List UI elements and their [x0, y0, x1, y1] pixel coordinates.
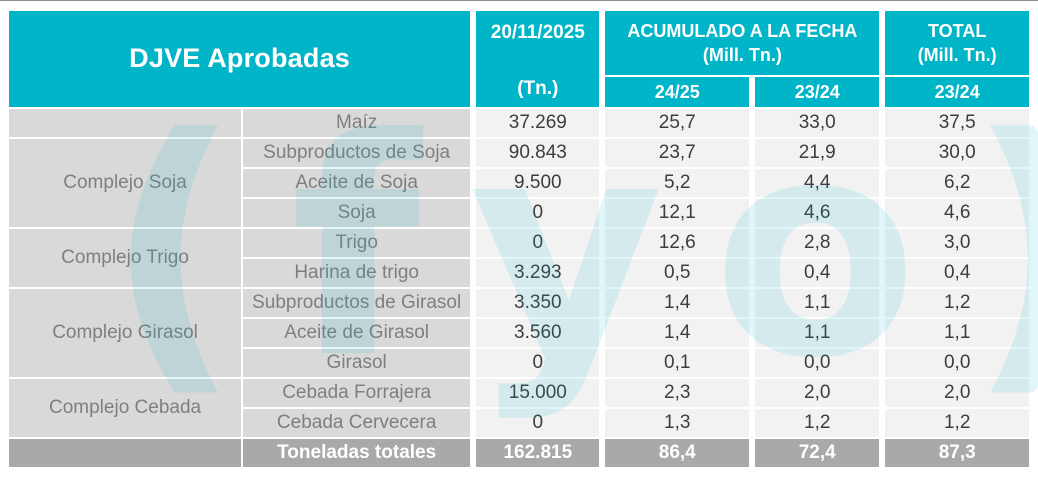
- value-cell-total: 1,2: [879, 407, 1031, 439]
- value-cell-2324: 2,8: [749, 227, 884, 259]
- value-cell-2425: 0,1: [599, 347, 754, 379]
- product-cell: Soja: [241, 197, 475, 229]
- djve-table-container: DJVE Aprobadas 20/11/2025 (Tn.) ACUMULAD…: [6, 8, 1031, 469]
- table-row: Cebada Cervecera 0 1,3 1,2 1,2: [8, 407, 1031, 439]
- group-cell: Complejo Soja: [6, 137, 244, 229]
- value-cell-2425: 0,5: [599, 257, 754, 289]
- product-cell: Aceite de Girasol: [241, 317, 475, 349]
- screenshot-top-border: [0, 0, 1038, 1]
- product-cell: Subproductos de Soja: [241, 137, 475, 169]
- product-cell: Trigo: [241, 227, 475, 259]
- value-cell-2324: 2,0: [749, 377, 884, 409]
- table-row: Harina de trigo 3.293 0,5 0,4 0,4: [8, 257, 1031, 289]
- date-header-value: 20/11/2025: [490, 22, 585, 43]
- totals-value-2425: 86,4: [599, 437, 754, 469]
- value-cell-2324: 33,0: [749, 107, 884, 139]
- table-row: Aceite de Soja 9.500 5,2 4,4 6,2: [8, 167, 1031, 199]
- totals-empty-cell: [6, 437, 244, 469]
- table-row: Maíz 37.269 25,7 33,0 37,5: [6, 107, 1031, 139]
- table-row: Soja 0 12,1 4,6 4,6: [8, 197, 1031, 229]
- group-cell: Complejo Cebada: [6, 377, 244, 439]
- value-cell-total: 1,2: [879, 287, 1031, 319]
- djve-table: DJVE Aprobadas 20/11/2025 (Tn.) ACUMULAD…: [6, 8, 1031, 469]
- value-cell-tn: 37.269: [470, 107, 604, 139]
- table-row: Complejo Soja Subproductos de Soja 90.84…: [6, 137, 1031, 229]
- product-cell: Cebada Forrajera: [241, 377, 475, 409]
- totals-value-tn: 162.815: [470, 437, 604, 469]
- value-cell-tn: 15.000: [470, 377, 604, 409]
- date-header-unit: (Tn.): [517, 78, 559, 100]
- totals-value-total: 87,3: [879, 437, 1031, 469]
- table-row: Aceite de Girasol 3.560 1,4 1,1 1,1: [8, 317, 1031, 349]
- date-header-stack: 20/11/2025 (Tn.): [479, 12, 599, 106]
- value-cell-tn: 3.350: [470, 287, 604, 319]
- value-cell-total: 6,2: [879, 167, 1031, 199]
- group-cell: [6, 107, 244, 139]
- accumulated-header-cell: ACUMULADO A LA FECHA (Mill. Tn.): [599, 8, 884, 78]
- table-row: Complejo Trigo Trigo 0 12,6 2,8 3,0: [6, 227, 1031, 289]
- value-cell-tn: 9.500: [470, 167, 604, 199]
- table-title: DJVE Aprobadas: [6, 9, 475, 109]
- value-cell-2425: 1,4: [599, 317, 754, 349]
- product-cell: Maíz: [241, 107, 475, 139]
- product-cell: Girasol: [241, 347, 475, 379]
- value-cell-2425: 1,3: [599, 407, 754, 439]
- group-cell: Complejo Girasol: [6, 287, 244, 379]
- value-cell-total: 37,5: [879, 107, 1031, 139]
- product-cell: Subproductos de Girasol: [241, 287, 475, 319]
- totals-value-2324: 72,4: [749, 437, 884, 469]
- value-cell-2425: 23,7: [599, 137, 754, 169]
- value-cell-2324: 4,4: [749, 167, 884, 199]
- value-cell-2425: 12,6: [599, 227, 754, 259]
- table-row: Complejo Cebada Cebada Forrajera 15.000 …: [6, 377, 1031, 439]
- value-cell-tn: 3.293: [470, 257, 604, 289]
- product-cell: Cebada Cervecera: [241, 407, 475, 439]
- product-cell: Aceite de Soja: [241, 167, 475, 199]
- value-cell-2425: 2,3: [599, 377, 754, 409]
- value-cell-total: 0,0: [879, 347, 1031, 379]
- season-header-23-24: 23/24: [749, 75, 884, 109]
- value-cell-2324: 1,2: [749, 407, 884, 439]
- value-cell-2425: 25,7: [599, 107, 754, 139]
- group-cell: Complejo Trigo: [6, 227, 244, 289]
- value-cell-tn: 3.560: [470, 317, 604, 349]
- header-row-seasons: 24/25 23/24 23/24: [8, 75, 1031, 109]
- value-cell-tn: 90.843: [470, 137, 604, 169]
- value-cell-total: 3,0: [879, 227, 1031, 259]
- total-season-header: 23/24: [879, 75, 1031, 109]
- value-cell-2425: 5,2: [599, 167, 754, 199]
- table-row: Complejo Girasol Subproductos de Girasol…: [6, 287, 1031, 379]
- total-header-title: TOTAL: [928, 20, 987, 41]
- product-cell: Harina de trigo: [241, 257, 475, 289]
- value-cell-total: 4,6: [879, 197, 1031, 229]
- totals-label-cell: Toneladas totales: [241, 437, 475, 469]
- value-cell-total: 2,0: [879, 377, 1031, 409]
- value-cell-2324: 0,4: [749, 257, 884, 289]
- value-cell-2324: 0,0: [749, 347, 884, 379]
- value-cell-tn: 0: [470, 347, 604, 379]
- value-cell-total: 0,4: [879, 257, 1031, 289]
- header-row-main: DJVE Aprobadas 20/11/2025 (Tn.) ACUMULAD…: [6, 8, 1031, 109]
- date-header-cell: 20/11/2025 (Tn.): [470, 9, 604, 109]
- value-cell-total: 1,1: [879, 317, 1031, 349]
- value-cell-2324: 1,1: [749, 317, 884, 349]
- value-cell-2324: 1,1: [749, 287, 884, 319]
- accumulated-header-title: ACUMULADO A LA FECHA: [627, 20, 858, 41]
- accumulated-header-unit: (Mill. Tn.): [702, 45, 782, 66]
- value-cell-tn: 0: [470, 407, 604, 439]
- value-cell-2324: 21,9: [749, 137, 884, 169]
- totals-row: Toneladas totales 162.815 86,4 72,4 87,3: [6, 437, 1031, 469]
- season-header-24-25: 24/25: [599, 75, 754, 109]
- value-cell-tn: 0: [470, 197, 604, 229]
- total-header-cell: TOTAL (Mill. Tn.): [879, 8, 1031, 78]
- table-row: Girasol 0 0,1 0,0 0,0: [8, 347, 1031, 379]
- total-header-unit: (Mill. Tn.): [917, 45, 997, 66]
- value-cell-tn: 0: [470, 227, 604, 259]
- value-cell-2425: 1,4: [599, 287, 754, 319]
- value-cell-2324: 4,6: [749, 197, 884, 229]
- value-cell-total: 30,0: [879, 137, 1031, 169]
- value-cell-2425: 12,1: [599, 197, 754, 229]
